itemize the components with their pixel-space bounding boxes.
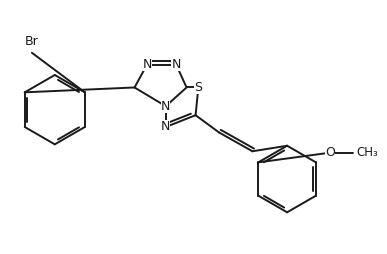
Text: CH₃: CH₃ — [356, 146, 378, 159]
Text: N: N — [161, 100, 170, 113]
Text: Br: Br — [25, 35, 39, 48]
Text: N: N — [142, 58, 152, 71]
Text: N: N — [171, 58, 181, 71]
Text: S: S — [194, 81, 202, 94]
Text: N: N — [161, 120, 170, 134]
Text: O: O — [325, 146, 335, 159]
